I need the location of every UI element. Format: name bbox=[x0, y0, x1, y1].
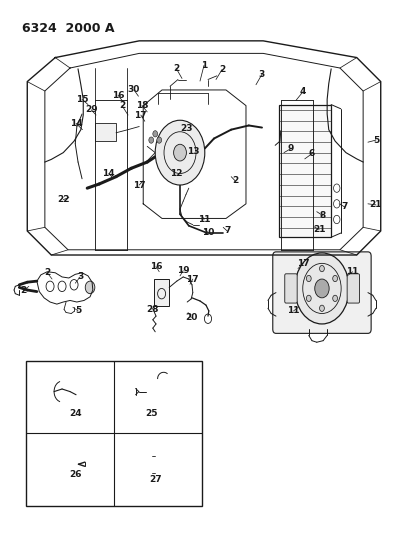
Text: 7: 7 bbox=[224, 227, 231, 236]
Circle shape bbox=[58, 450, 78, 478]
Text: 15: 15 bbox=[76, 95, 88, 104]
Text: 3: 3 bbox=[259, 70, 265, 79]
Bar bbox=[26, 360, 202, 506]
Text: 2: 2 bbox=[20, 286, 27, 295]
Text: 4: 4 bbox=[300, 87, 306, 96]
Circle shape bbox=[306, 295, 311, 302]
Text: 17: 17 bbox=[133, 181, 146, 190]
Text: 6: 6 bbox=[309, 149, 315, 158]
Text: 13: 13 bbox=[186, 147, 199, 156]
Text: 24: 24 bbox=[69, 409, 82, 418]
Text: 10: 10 bbox=[202, 228, 214, 237]
Text: 23: 23 bbox=[180, 124, 192, 133]
Text: 12: 12 bbox=[170, 169, 182, 178]
Text: 17: 17 bbox=[297, 259, 310, 268]
Text: 6324  2000 A: 6324 2000 A bbox=[22, 22, 115, 35]
Text: 14: 14 bbox=[70, 119, 82, 128]
Text: 27: 27 bbox=[149, 475, 162, 484]
Text: 16: 16 bbox=[150, 262, 162, 271]
Text: 17: 17 bbox=[186, 274, 199, 284]
Text: 26: 26 bbox=[69, 470, 82, 479]
Text: 17: 17 bbox=[135, 110, 147, 119]
Bar bbox=[279, 104, 331, 237]
Circle shape bbox=[333, 276, 337, 281]
Text: 8: 8 bbox=[319, 211, 326, 220]
Circle shape bbox=[155, 120, 205, 185]
Bar bbox=[95, 123, 116, 141]
Text: 9: 9 bbox=[288, 144, 294, 153]
Text: 7: 7 bbox=[341, 203, 348, 212]
Circle shape bbox=[149, 137, 154, 143]
Text: 2: 2 bbox=[44, 268, 50, 277]
Circle shape bbox=[333, 295, 337, 302]
Text: 21: 21 bbox=[313, 225, 326, 234]
Text: 5: 5 bbox=[373, 135, 379, 144]
Circle shape bbox=[85, 281, 95, 294]
Circle shape bbox=[306, 276, 311, 281]
Text: 29: 29 bbox=[85, 106, 98, 114]
Text: 14: 14 bbox=[102, 169, 115, 178]
Circle shape bbox=[153, 131, 157, 137]
Text: 2: 2 bbox=[119, 101, 125, 110]
Circle shape bbox=[315, 279, 329, 298]
Text: 20: 20 bbox=[185, 313, 197, 322]
Circle shape bbox=[319, 305, 324, 311]
Circle shape bbox=[157, 137, 162, 143]
Text: 19: 19 bbox=[177, 266, 190, 275]
Text: 25: 25 bbox=[145, 409, 157, 418]
Text: 30: 30 bbox=[128, 85, 140, 94]
Text: 18: 18 bbox=[136, 101, 148, 110]
Text: 21: 21 bbox=[370, 200, 382, 209]
Circle shape bbox=[295, 253, 349, 324]
FancyBboxPatch shape bbox=[347, 274, 359, 303]
Text: 2: 2 bbox=[173, 63, 179, 72]
Circle shape bbox=[174, 144, 186, 161]
Text: 22: 22 bbox=[57, 195, 69, 204]
Text: 11: 11 bbox=[198, 215, 210, 224]
Bar bbox=[154, 279, 169, 306]
Text: 11: 11 bbox=[346, 267, 359, 276]
Text: 5: 5 bbox=[75, 306, 81, 316]
Text: 16: 16 bbox=[112, 91, 124, 100]
Text: 2: 2 bbox=[232, 176, 238, 185]
Text: 2: 2 bbox=[219, 65, 225, 74]
FancyBboxPatch shape bbox=[285, 274, 297, 303]
Text: 3: 3 bbox=[77, 272, 83, 281]
Text: 11: 11 bbox=[287, 306, 300, 316]
Text: 28: 28 bbox=[146, 305, 158, 314]
Circle shape bbox=[319, 265, 324, 272]
Text: 1: 1 bbox=[201, 61, 207, 70]
FancyBboxPatch shape bbox=[273, 252, 371, 333]
